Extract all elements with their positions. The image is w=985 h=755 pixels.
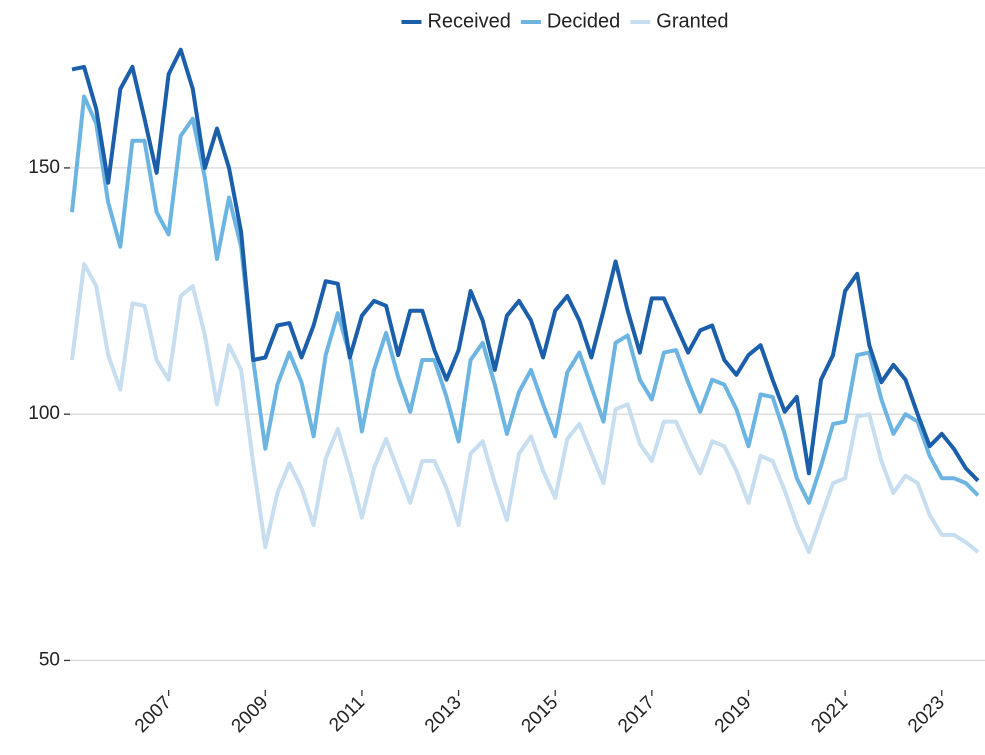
series-line [70,262,980,555]
x-tick-label: 2017 [614,692,659,737]
x-tick-label: 2019 [711,692,756,737]
legend: Received Decided Granted [401,10,729,32]
y-tick-label: 50 [39,649,60,670]
x-tick-label: 2023 [904,692,949,737]
legend-label: Received [427,10,510,32]
series-line [71,47,980,483]
y-tick-label: 100 [28,403,60,424]
x-tick-label: 2007 [131,692,176,737]
series-line [70,94,980,505]
x-tick-label: 2009 [228,692,273,737]
legend-label: Decided [547,10,620,32]
x-tick-label: 2021 [807,692,852,737]
legend-label: Granted [656,10,728,32]
y-tick-label: 150 [28,157,60,178]
x-tick-label: 2011 [325,692,369,736]
x-tick-label: 2013 [421,692,466,737]
x-tick-label: 2015 [518,692,563,737]
